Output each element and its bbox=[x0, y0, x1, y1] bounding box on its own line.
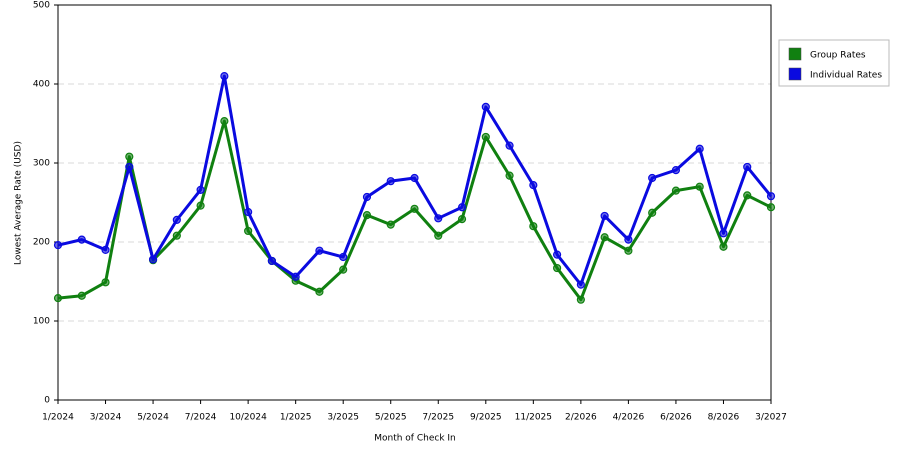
point bbox=[481, 102, 490, 112]
point bbox=[457, 203, 467, 212]
point bbox=[648, 173, 657, 183]
point bbox=[576, 280, 585, 289]
point bbox=[576, 295, 585, 304]
point bbox=[600, 211, 609, 221]
legend-label: Individual Rates bbox=[810, 71, 882, 81]
point bbox=[410, 173, 419, 183]
point bbox=[101, 245, 110, 254]
x-tick-label: 3/2025 bbox=[327, 413, 359, 423]
point bbox=[624, 246, 633, 255]
y-tick-label: 500 bbox=[33, 1, 50, 11]
point bbox=[743, 191, 752, 200]
x-tick-label: 5/2025 bbox=[375, 413, 407, 423]
point bbox=[339, 252, 348, 262]
legend-swatch bbox=[788, 67, 802, 81]
point bbox=[77, 291, 86, 300]
point bbox=[244, 226, 253, 236]
point bbox=[624, 235, 633, 244]
point bbox=[125, 162, 134, 172]
point bbox=[505, 141, 514, 150]
y-tick-label: 300 bbox=[33, 159, 50, 169]
point bbox=[315, 287, 324, 296]
x-tick-label: 9/2025 bbox=[470, 413, 502, 423]
x-tick-label: 3/2027 bbox=[755, 413, 787, 423]
x-axis-title: Month of Check In bbox=[374, 434, 456, 444]
point bbox=[481, 132, 490, 142]
plot-frame bbox=[57, 4, 772, 401]
x-tick-label: 11/2025 bbox=[515, 413, 552, 423]
x-tick-label: 1/2025 bbox=[280, 413, 312, 423]
point bbox=[315, 246, 324, 255]
y-tick-label: 400 bbox=[33, 80, 50, 90]
point bbox=[766, 192, 776, 201]
point bbox=[196, 201, 205, 210]
point bbox=[339, 265, 348, 274]
point bbox=[766, 203, 776, 212]
point bbox=[53, 241, 63, 250]
point bbox=[172, 215, 181, 224]
point bbox=[267, 256, 276, 266]
x-tick-label: 4/2026 bbox=[613, 413, 645, 423]
point bbox=[291, 272, 300, 281]
legend-swatch bbox=[788, 47, 802, 61]
point bbox=[695, 182, 704, 191]
point bbox=[220, 71, 229, 81]
point bbox=[148, 255, 158, 264]
point bbox=[101, 278, 110, 287]
point bbox=[434, 231, 443, 240]
x-tick-label: 2/2026 bbox=[565, 413, 597, 423]
y-tick-label: 200 bbox=[33, 238, 50, 248]
point bbox=[362, 211, 372, 220]
point bbox=[386, 177, 395, 186]
point bbox=[77, 235, 86, 244]
point bbox=[505, 171, 514, 180]
point bbox=[362, 192, 372, 202]
x-tick-label: 10/2024 bbox=[229, 413, 267, 423]
point bbox=[719, 229, 728, 238]
legend-label: Group Rates bbox=[810, 51, 866, 61]
x-tick-label: 3/2024 bbox=[90, 413, 122, 423]
y-tick-label: 100 bbox=[33, 317, 50, 327]
point bbox=[552, 250, 562, 259]
point bbox=[529, 222, 538, 231]
point bbox=[552, 263, 562, 273]
point bbox=[743, 162, 752, 172]
point bbox=[457, 214, 467, 224]
point bbox=[53, 293, 63, 303]
point bbox=[671, 166, 681, 175]
point bbox=[410, 204, 419, 213]
y-axis-title: Lowest Average Rate (USD) bbox=[14, 141, 24, 265]
point bbox=[600, 233, 609, 242]
point bbox=[125, 152, 134, 161]
point bbox=[695, 144, 704, 153]
point bbox=[172, 231, 181, 240]
x-tick-label: 7/2024 bbox=[185, 413, 217, 423]
x-tick-label: 8/2026 bbox=[708, 413, 740, 423]
x-tick-label: 6/2026 bbox=[660, 413, 692, 423]
point bbox=[196, 185, 205, 194]
point bbox=[434, 214, 443, 223]
x-tick-label: 7/2025 bbox=[422, 413, 454, 423]
point bbox=[386, 220, 395, 229]
point bbox=[671, 186, 681, 195]
point bbox=[244, 207, 253, 217]
x-tick-label: 1/2024 bbox=[42, 413, 74, 423]
x-tick-label: 5/2024 bbox=[137, 413, 169, 423]
y-tick-label: 0 bbox=[44, 396, 50, 406]
point bbox=[719, 242, 728, 251]
point bbox=[648, 208, 657, 217]
point bbox=[529, 181, 538, 190]
point bbox=[220, 117, 229, 126]
